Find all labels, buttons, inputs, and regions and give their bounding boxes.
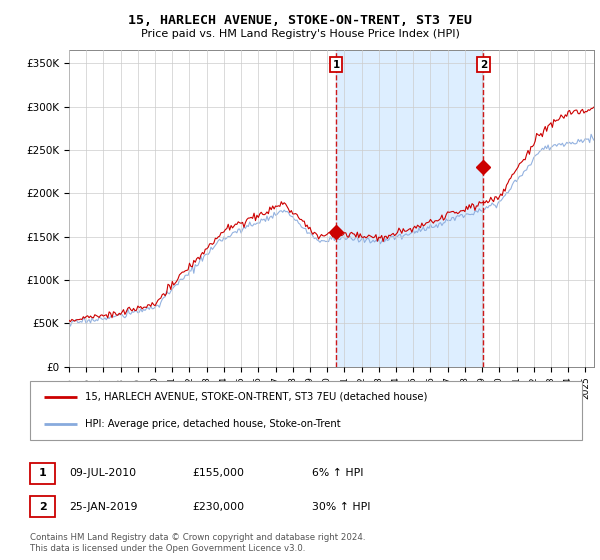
Text: 1: 1 [39,468,46,478]
Text: This data is licensed under the Open Government Licence v3.0.: This data is licensed under the Open Gov… [30,544,305,553]
Text: Contains HM Land Registry data © Crown copyright and database right 2024.: Contains HM Land Registry data © Crown c… [30,533,365,542]
Text: £230,000: £230,000 [192,502,244,512]
Text: Price paid vs. HM Land Registry's House Price Index (HPI): Price paid vs. HM Land Registry's House … [140,29,460,39]
Text: HPI: Average price, detached house, Stoke-on-Trent: HPI: Average price, detached house, Stok… [85,419,341,429]
Text: 15, HARLECH AVENUE, STOKE-ON-TRENT, ST3 7EU: 15, HARLECH AVENUE, STOKE-ON-TRENT, ST3 … [128,14,472,27]
Text: 6% ↑ HPI: 6% ↑ HPI [312,468,364,478]
Bar [336,50,484,367]
Text: 09-JUL-2010: 09-JUL-2010 [69,468,136,478]
Text: 2: 2 [479,59,487,69]
Text: £155,000: £155,000 [192,468,244,478]
Text: 25-JAN-2019: 25-JAN-2019 [69,502,137,512]
Text: 30% ↑ HPI: 30% ↑ HPI [312,502,371,512]
FancyBboxPatch shape [30,381,582,440]
Text: 2: 2 [39,502,46,512]
Text: 15, HARLECH AVENUE, STOKE-ON-TRENT, ST3 7EU (detached house): 15, HARLECH AVENUE, STOKE-ON-TRENT, ST3 … [85,391,428,402]
Text: 1: 1 [332,59,340,69]
